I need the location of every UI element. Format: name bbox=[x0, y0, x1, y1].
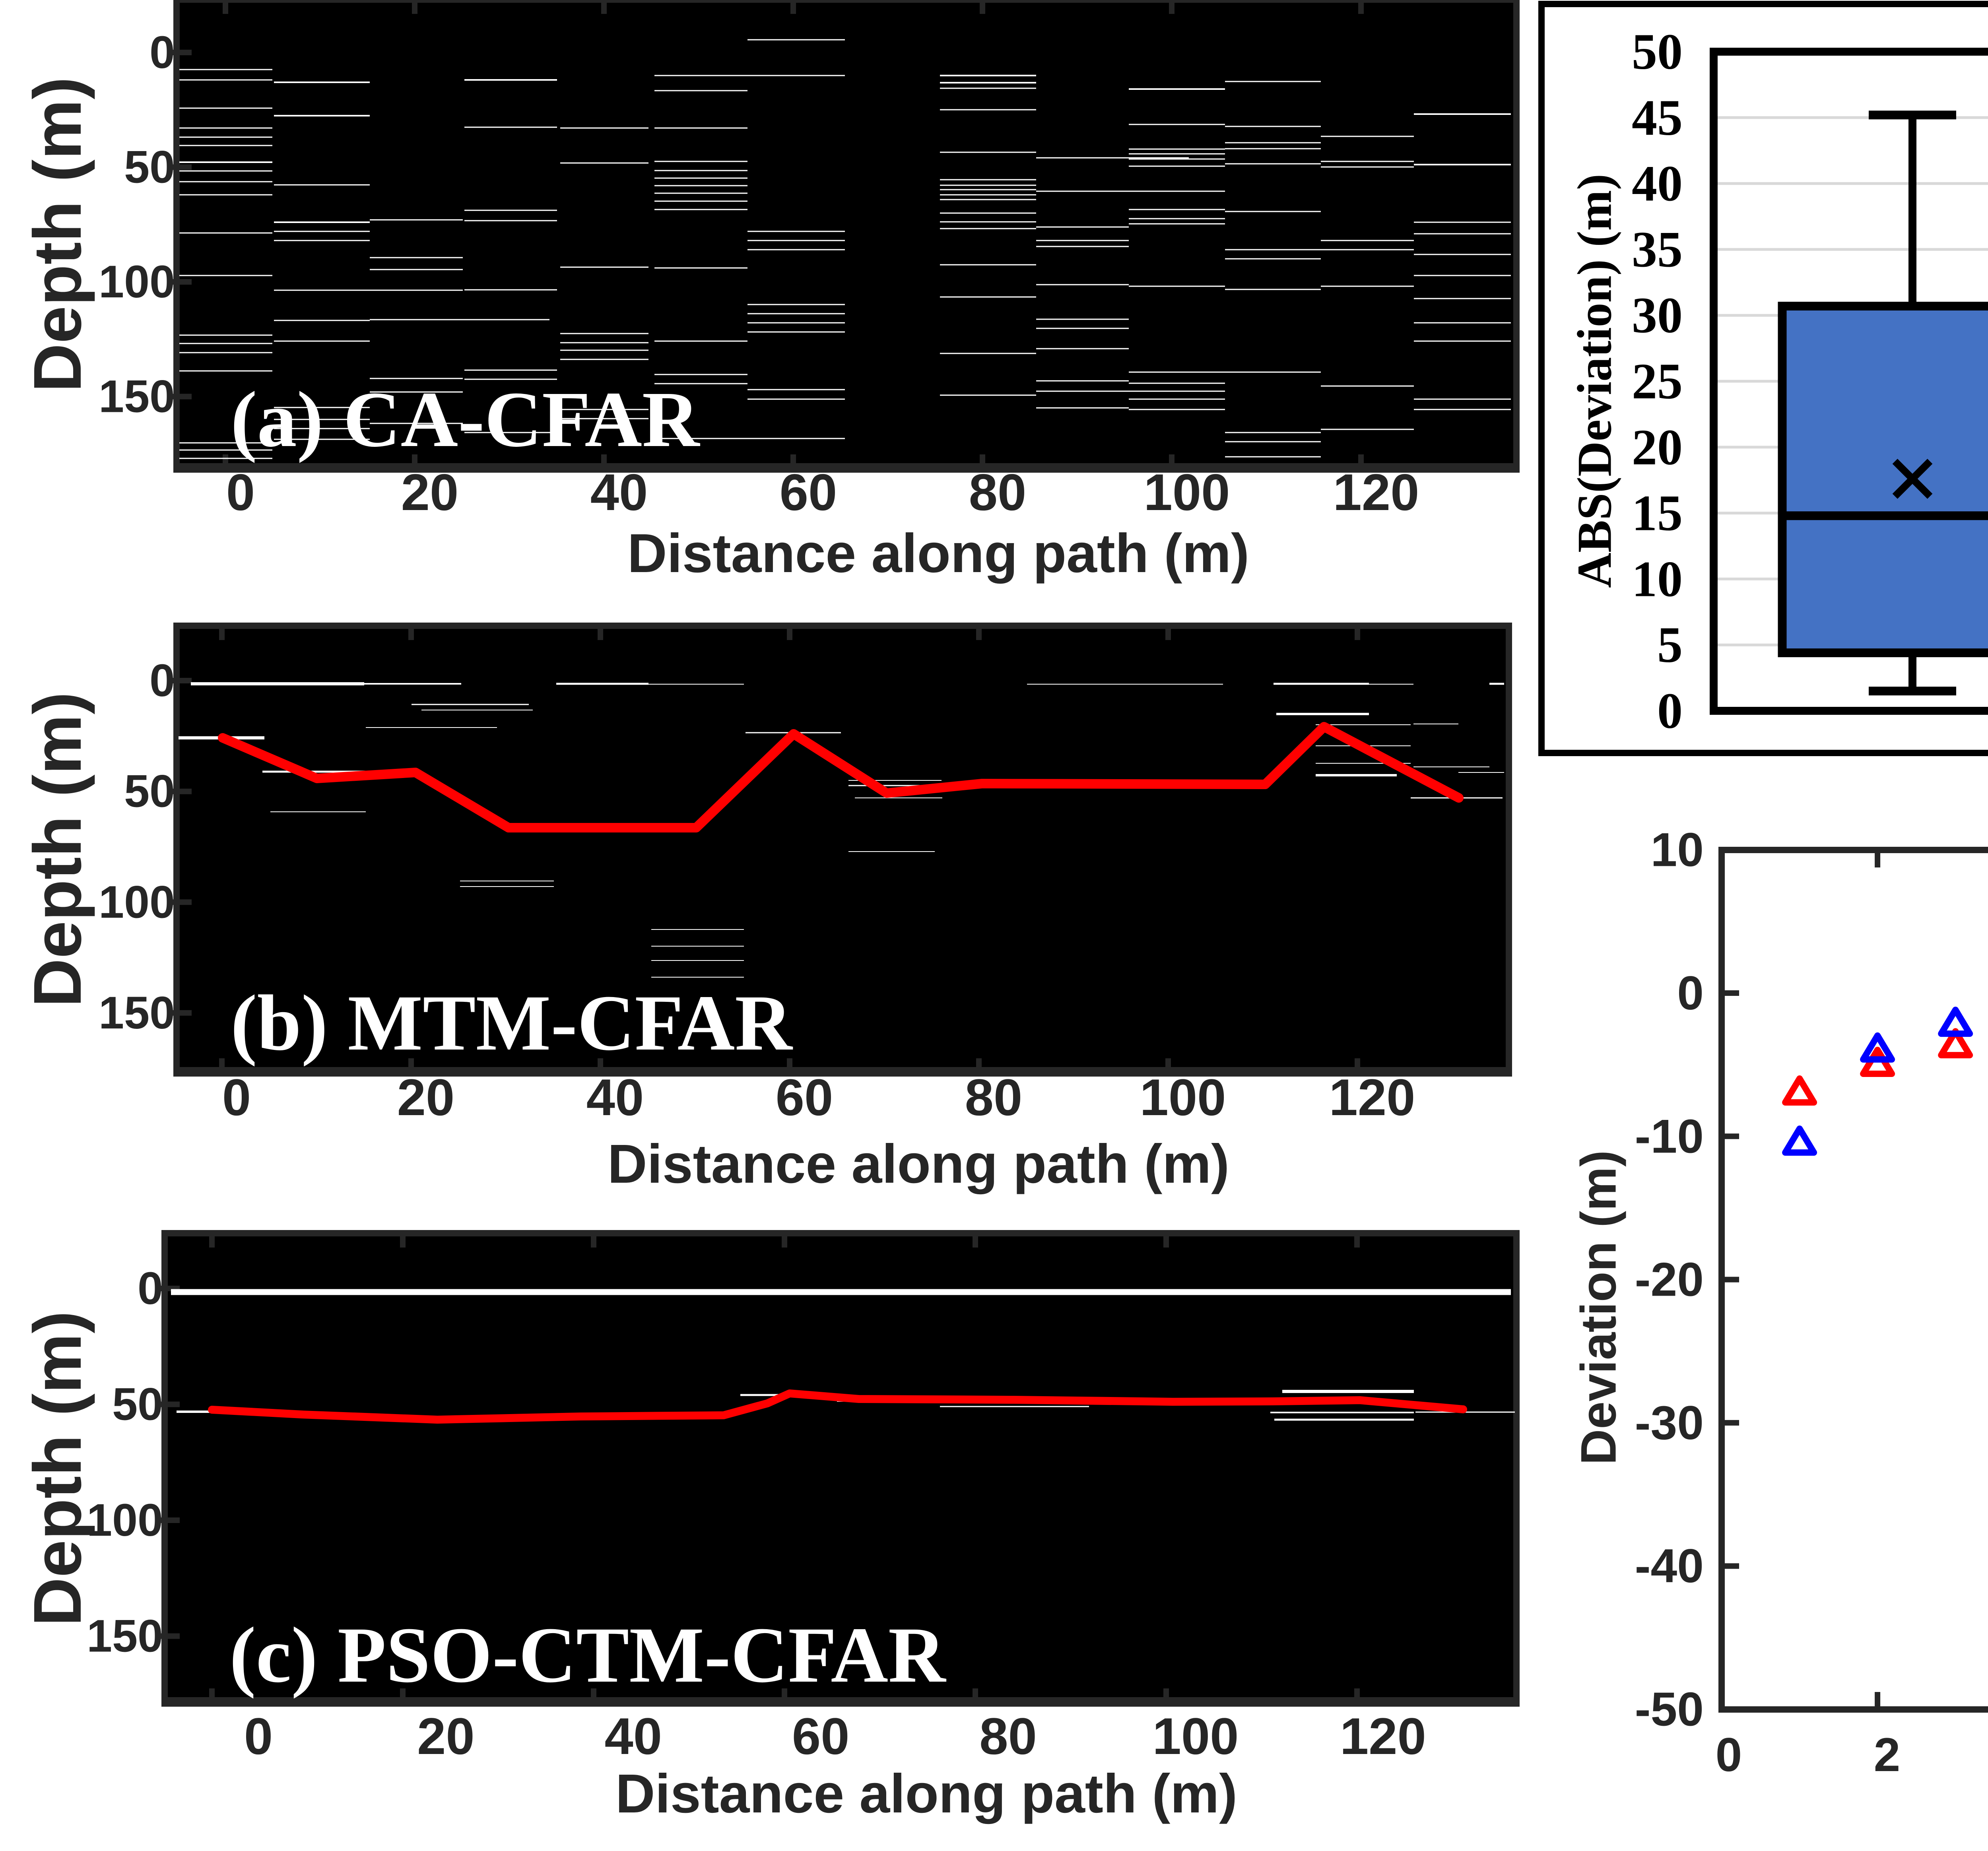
svg-text:100: 100 bbox=[99, 256, 175, 307]
svg-text:-20: -20 bbox=[1635, 1253, 1704, 1306]
svg-text:40: 40 bbox=[590, 463, 648, 521]
svg-text:40: 40 bbox=[586, 1068, 644, 1126]
svg-text:Depth (m): Depth (m) bbox=[20, 692, 95, 1007]
svg-text:80: 80 bbox=[965, 1068, 1023, 1126]
svg-text:20: 20 bbox=[401, 463, 459, 521]
svg-text:80: 80 bbox=[979, 1707, 1037, 1765]
svg-text:100: 100 bbox=[1144, 463, 1230, 521]
svg-text:150: 150 bbox=[87, 1611, 163, 1662]
svg-text:60: 60 bbox=[792, 1707, 850, 1765]
svg-text:100: 100 bbox=[1140, 1068, 1226, 1126]
svg-text:50: 50 bbox=[112, 1379, 163, 1430]
svg-text:Distance along path (m): Distance along path (m) bbox=[608, 1133, 1229, 1195]
svg-text:0: 0 bbox=[244, 1707, 273, 1765]
svg-text:30: 30 bbox=[1632, 287, 1683, 343]
svg-text:50: 50 bbox=[124, 766, 175, 817]
svg-text:Depth (m): Depth (m) bbox=[20, 77, 95, 392]
svg-text:10: 10 bbox=[1632, 551, 1683, 607]
svg-text:45: 45 bbox=[1632, 89, 1683, 146]
svg-text:0: 0 bbox=[222, 1068, 251, 1126]
svg-text:0: 0 bbox=[1716, 1728, 1742, 1781]
svg-text:-50: -50 bbox=[1635, 1683, 1704, 1736]
svg-text:120: 120 bbox=[1340, 1707, 1426, 1765]
svg-text:Distance along path (m): Distance along path (m) bbox=[615, 1763, 1237, 1824]
svg-text:15: 15 bbox=[1632, 485, 1683, 541]
svg-text:80: 80 bbox=[969, 463, 1027, 521]
svg-text:-30: -30 bbox=[1635, 1396, 1704, 1449]
svg-text:Distance along path (m): Distance along path (m) bbox=[627, 523, 1249, 584]
svg-text:-40: -40 bbox=[1635, 1539, 1704, 1593]
svg-text:0: 0 bbox=[226, 463, 255, 521]
svg-text:50: 50 bbox=[1632, 23, 1683, 80]
svg-text:100: 100 bbox=[99, 877, 175, 927]
svg-text:120: 120 bbox=[1333, 463, 1419, 521]
svg-text:100: 100 bbox=[1153, 1707, 1239, 1765]
svg-text:(a) CA-CFAR: (a) CA-CFAR bbox=[231, 376, 701, 464]
svg-text:Depth (m): Depth (m) bbox=[20, 1311, 95, 1626]
svg-text:100: 100 bbox=[87, 1495, 163, 1546]
svg-text:10: 10 bbox=[1651, 823, 1704, 877]
svg-text:35: 35 bbox=[1632, 221, 1683, 277]
svg-text:50: 50 bbox=[124, 142, 175, 193]
svg-text:150: 150 bbox=[99, 988, 175, 1038]
svg-text:0: 0 bbox=[138, 1263, 163, 1314]
svg-text:-10: -10 bbox=[1635, 1110, 1704, 1163]
svg-text:40: 40 bbox=[604, 1707, 662, 1765]
svg-text:Deviation (m): Deviation (m) bbox=[1571, 1150, 1627, 1465]
svg-text:0: 0 bbox=[1677, 966, 1704, 1020]
svg-text:20: 20 bbox=[1632, 419, 1683, 475]
svg-text:20: 20 bbox=[417, 1707, 475, 1765]
svg-text:(c) PSO-CTM-CFAR: (c) PSO-CTM-CFAR bbox=[229, 1611, 947, 1699]
svg-text:0: 0 bbox=[149, 27, 175, 78]
svg-text:60: 60 bbox=[776, 1068, 833, 1126]
svg-text:25: 25 bbox=[1632, 353, 1683, 409]
svg-text:150: 150 bbox=[99, 371, 175, 422]
svg-text:40: 40 bbox=[1632, 155, 1683, 212]
svg-text:0: 0 bbox=[1657, 683, 1683, 739]
svg-text:20: 20 bbox=[397, 1068, 455, 1126]
svg-text:2: 2 bbox=[1874, 1728, 1901, 1781]
svg-text:5: 5 bbox=[1657, 617, 1683, 673]
svg-text:(b) MTM-CFAR: (b) MTM-CFAR bbox=[231, 979, 793, 1067]
svg-text:ABS(Deviation) (m): ABS(Deviation) (m) bbox=[1567, 174, 1622, 588]
svg-text:0: 0 bbox=[149, 655, 175, 706]
svg-text:120: 120 bbox=[1329, 1068, 1415, 1126]
svg-text:60: 60 bbox=[780, 463, 837, 521]
